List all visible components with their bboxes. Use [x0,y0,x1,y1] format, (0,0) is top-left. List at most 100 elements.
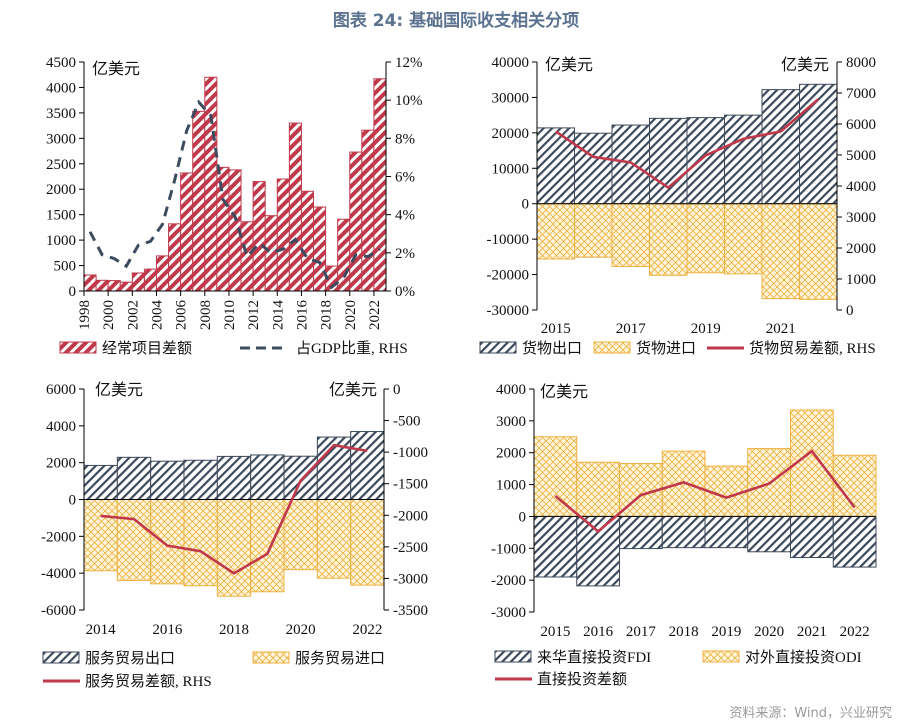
bar-2022 [350,499,385,586]
unit-label-left: 亿美元 [92,60,140,78]
x-tick-label: 2016 [294,300,310,331]
x-tick-label: 2021 [766,321,796,337]
bar-2016 [576,515,620,587]
y-tick-label: -4000 [41,566,76,582]
bar-2018 [649,117,688,205]
y2-tick-label: 12% [395,55,423,71]
bar-2018 [216,455,252,500]
bar-2022 [832,515,877,568]
x-tick-label: 2004 [149,300,165,331]
bar-2021 [761,89,800,205]
y-tick-label: 6000 [46,382,76,398]
unit-label-right: 亿美元 [781,56,829,74]
y2-tick-label: 6% [395,170,415,186]
y2-tick-label: 10% [395,93,423,109]
y-tick-label: 0 [69,493,77,509]
x-tick-label: 2018 [319,300,335,330]
bar-2018 [649,203,688,276]
legend-label: 经常项目差额 [102,340,192,357]
legend-swatch [252,651,290,664]
source-note: 资料来源：Wind，兴业研究 [729,706,892,721]
y2-tick-label: 0 [846,303,854,319]
figure-title: 图表 24: 基础国际收支相关分项 [333,10,579,31]
legend-label: 占GDP比重, RHS [296,340,408,357]
y2-tick-label: 8% [395,131,415,147]
bar-2019 [250,454,285,501]
unit-label-right: 亿美元 [329,381,377,399]
y-tick-label: -10000 [487,232,530,248]
legend-swatch [494,650,532,663]
x-tick-label: 2015 [541,321,571,337]
bar-2020 [724,114,763,205]
y2-tick-label: -3500 [393,603,428,619]
x-tick-label: 2020 [286,622,316,638]
legend-swatch [702,650,740,663]
legend-label: 货物进口 [636,340,696,357]
bar-1999 [95,279,109,292]
bar-2019 [704,515,749,549]
bar-2015 [116,456,152,501]
series-line [100,443,368,575]
bar-2015 [533,515,578,578]
x-tick-label: 2021 [797,624,827,640]
legend-swatch [593,341,631,354]
x-tick-label: 2019 [711,624,741,640]
bar-2021 [790,515,834,559]
x-tick-label: 2018 [219,622,249,638]
y-tick-label: 4000 [46,80,76,96]
bar-2022 [799,203,838,300]
bar-2022 [350,431,385,501]
unit-label-left: 亿美元 [545,56,593,74]
bar-2019 [686,117,725,205]
legend-label: 货物贸易差额, RHS [749,340,876,357]
y-tick-label: 1000 [46,233,76,249]
y-tick-label: 3500 [46,106,76,122]
bar-2008 [204,76,218,292]
y-tick-label: -30000 [487,303,530,319]
x-tick-label: 2008 [198,300,214,330]
bar-2022 [799,83,838,205]
bar-2016 [150,460,185,500]
y2-tick-label: -3000 [393,571,428,587]
bar-2021 [361,129,375,292]
legend-label: 对外直接投资ODI [745,649,862,666]
bar-2009 [216,166,230,292]
bar-2004 [155,255,170,292]
bar-2015 [533,436,578,517]
y-tick-label: -1000 [491,541,526,557]
x-tick-label: 2016 [583,624,614,640]
x-tick-label: 2006 [174,300,190,331]
x-tick-label: 2010 [222,300,238,330]
legend-swatch [59,341,97,354]
y2-tick-label: 4% [395,208,415,224]
bar-2014 [83,464,118,501]
x-tick-label: 2022 [367,300,383,330]
bar-2018 [216,499,252,597]
bar-1998 [83,274,97,292]
bar-2015 [536,203,575,260]
series-line [555,98,820,190]
bar-2021 [316,499,352,579]
y2-tick-label: 0% [395,284,415,300]
bar-2016 [574,203,613,258]
unit-label-left: 亿美元 [95,381,143,399]
bar-2020 [283,499,318,571]
x-tick-label: 2022 [840,624,870,640]
y2-tick-label: 3000 [846,210,876,226]
bar-2016 [576,461,620,517]
x-tick-label: 2020 [754,624,784,640]
y-tick-label: -2000 [491,573,526,589]
legend-label: 服务贸易出口 [85,650,175,667]
bar-2018 [661,450,706,517]
x-tick-label: 2016 [152,622,183,638]
bar-2019 [686,203,725,274]
y-tick-label: 10000 [492,161,530,177]
x-tick-label: 2000 [101,300,117,330]
legend-label: 直接投资差额 [537,671,627,688]
bar-2015 [116,499,152,582]
bar-2017 [611,203,650,267]
y-tick-label: -20000 [487,268,530,284]
y-tick-label: 20000 [492,126,530,142]
y-tick-label: -6000 [41,603,76,619]
